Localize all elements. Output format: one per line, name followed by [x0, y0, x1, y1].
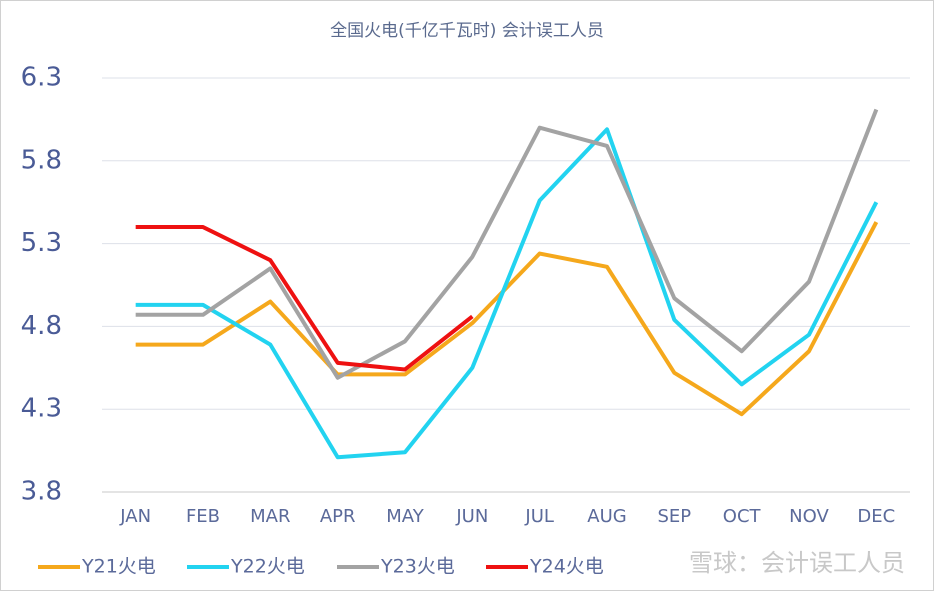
series-line [135, 225, 474, 372]
x-tick-label: APR [320, 506, 356, 527]
x-tick-label: DEC [857, 506, 895, 527]
x-tick-label: NOV [789, 506, 829, 527]
series-line [135, 127, 879, 460]
legend-label: Y23火电 [380, 556, 455, 578]
x-tick-label: AUG [587, 506, 626, 527]
chart-title: 全国火电(千亿千瓦时) 会计误工人员 [330, 21, 604, 41]
legend-label: Y21火电 [81, 556, 156, 578]
legend-label: Y24火电 [529, 556, 604, 578]
legend-label: Y22火电 [230, 556, 305, 578]
x-tick-label: JUN [455, 506, 488, 527]
x-tick-label: MAY [386, 506, 424, 527]
x-tick-label: SEP [658, 506, 692, 527]
y-tick-label: 4.8 [21, 311, 62, 341]
x-tick-label: FEB [186, 506, 220, 527]
x-tick-label: JUL [524, 506, 554, 527]
series-line [135, 108, 879, 380]
y-tick-label: 5.3 [21, 228, 62, 258]
y-tick-label: 6.3 [21, 63, 62, 93]
x-tick-label: MAR [250, 506, 290, 527]
watermark: 雪球：会计误工人员 [689, 549, 905, 577]
y-tick-label: 3.8 [21, 477, 62, 507]
x-tick-label: JAN [119, 506, 151, 527]
y-tick-label: 5.8 [21, 145, 62, 175]
x-tick-label: OCT [723, 506, 762, 527]
y-tick-label: 4.3 [21, 394, 62, 424]
